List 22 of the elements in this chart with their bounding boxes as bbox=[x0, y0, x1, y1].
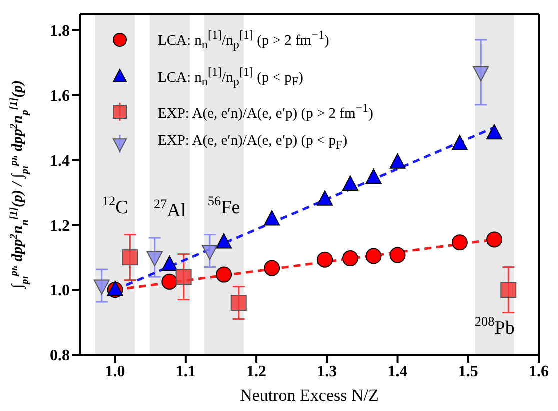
y-tick-label: 1.4 bbox=[50, 152, 70, 170]
band-label: $^{12}$C bbox=[102, 192, 128, 219]
x-tick-label: 1.2 bbox=[246, 363, 267, 380]
y-tick-label: 1.0 bbox=[50, 282, 70, 300]
x-tick-label: 1.6 bbox=[529, 363, 549, 380]
text: LCA: n$_{n}$$^{[1]}$/n$_{p}$$^{[1]}$ (p < p$_{F}$) bbox=[158, 64, 304, 88]
x-tick-label: 1.3 bbox=[317, 363, 338, 380]
x-tick-label: 1.0 bbox=[105, 363, 126, 380]
x-tick-label: 1.1 bbox=[176, 363, 196, 380]
x-tick-label: 1.5 bbox=[458, 363, 478, 380]
band-label: $^{27}$Al bbox=[154, 196, 186, 222]
band-label: $^{208}$Pb bbox=[474, 313, 515, 340]
y-tick-label: 1.8 bbox=[50, 22, 70, 40]
legend-label: EXP: A(e, e′n)/A(e, e′p) (p < p$_{F}$) bbox=[158, 132, 348, 154]
x-axis-title: Neutron Excess N/Z bbox=[240, 386, 379, 405]
x-tick-label: 1.4 bbox=[388, 363, 408, 380]
y-tick-label: 1.6 bbox=[50, 88, 70, 105]
text: LCA: n$_{n}$$^{[1]}$/n$_{p}$$^{[1]}$ (p > 2 fm$^{−1}$) bbox=[158, 28, 330, 52]
legend-label: EXP: A(e, e′n)/A(e, e′p) (p > 2 fm$^{−1}$) bbox=[158, 100, 374, 124]
y-tick-label: 0.8 bbox=[50, 348, 70, 365]
band-label: $^{56}$Fe bbox=[208, 192, 240, 219]
y-tick-label: 1.2 bbox=[50, 218, 70, 235]
